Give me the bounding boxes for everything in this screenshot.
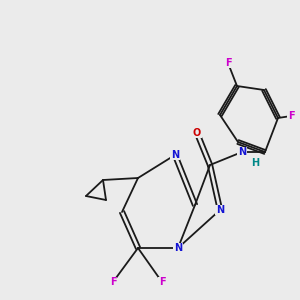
Text: O: O (193, 128, 201, 138)
Text: N: N (174, 243, 182, 253)
Text: F: F (110, 277, 116, 287)
Text: F: F (159, 277, 165, 287)
Text: F: F (225, 58, 231, 68)
Text: N: N (171, 150, 179, 160)
Text: H: H (251, 158, 259, 168)
Text: N: N (216, 205, 224, 215)
Text: F: F (288, 111, 294, 121)
Text: N: N (238, 147, 246, 157)
